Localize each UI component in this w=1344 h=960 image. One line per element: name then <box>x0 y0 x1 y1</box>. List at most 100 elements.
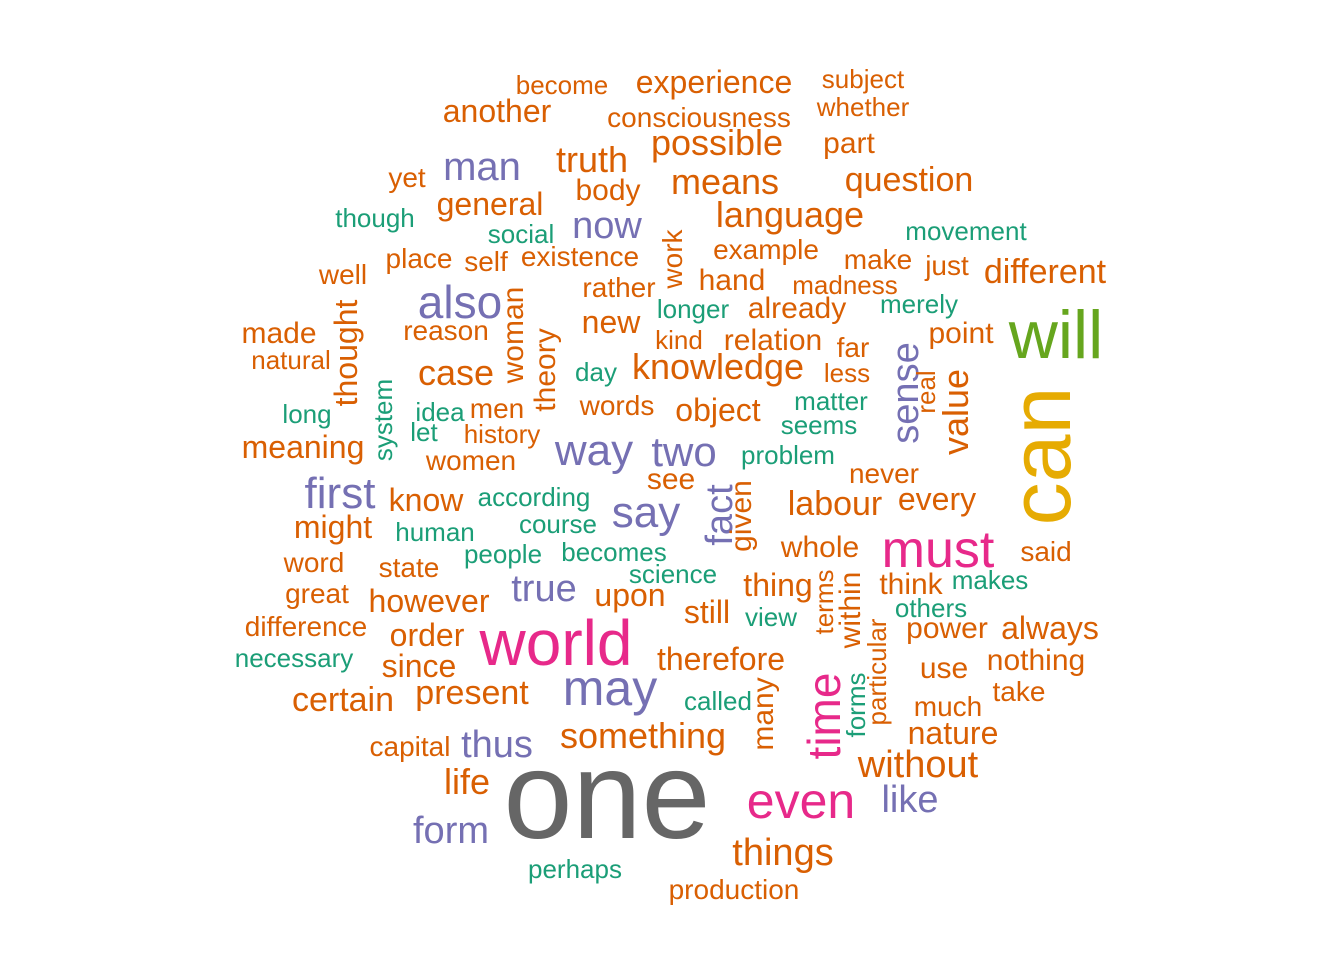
word-upon: upon <box>594 577 665 613</box>
word-history: history <box>464 419 541 449</box>
word-made: made <box>241 317 316 350</box>
word-seems: seems <box>781 410 858 440</box>
word-sense: sense <box>885 342 927 443</box>
word-body: body <box>575 174 640 207</box>
word-language: language <box>716 194 864 235</box>
word-social: social <box>488 219 554 249</box>
word-woman: woman <box>497 287 530 385</box>
word-matter: matter <box>794 386 868 416</box>
word-meaning: meaning <box>242 429 365 465</box>
word-part: part <box>823 127 875 160</box>
word-course: course <box>519 509 597 539</box>
word-work: work <box>657 228 688 289</box>
word-power: power <box>906 612 988 645</box>
word-even: even <box>747 773 855 829</box>
word-will: will <box>1008 297 1103 373</box>
word-know: know <box>389 482 465 518</box>
word-people: people <box>464 539 542 569</box>
word-object: object <box>675 392 761 428</box>
word-madness: madness <box>792 270 898 300</box>
word-kind: kind <box>655 325 703 355</box>
word-therefore: therefore <box>657 641 785 677</box>
word-subject: subject <box>822 64 905 94</box>
word-day: day <box>575 357 617 387</box>
word-system: system <box>368 379 398 461</box>
word-yet: yet <box>388 162 426 193</box>
word-word: word <box>283 547 345 578</box>
word-production: production <box>669 874 800 905</box>
word-let: let <box>410 417 438 447</box>
word-particular: particular <box>862 618 892 725</box>
word-something: something <box>560 715 726 756</box>
word-see: see <box>647 463 695 496</box>
word-different: different <box>984 253 1107 291</box>
word-new: new <box>582 304 642 340</box>
word-science: science <box>629 559 717 589</box>
word-according: according <box>478 482 591 512</box>
word-thought: thought <box>328 300 364 407</box>
word-another: another <box>443 93 552 129</box>
word-example: example <box>713 234 819 265</box>
word-theory: theory <box>529 328 562 411</box>
word-given: given <box>725 480 758 552</box>
word-makes: makes <box>952 565 1029 595</box>
word-forms: forms <box>841 673 871 738</box>
word-man: man <box>443 145 521 189</box>
word-must: must <box>882 521 995 579</box>
word-though: though <box>335 203 415 233</box>
word-possible: possible <box>651 122 783 163</box>
word-idea: idea <box>415 397 465 427</box>
word-however: however <box>369 583 490 619</box>
word-much: much <box>914 691 982 722</box>
word-means: means <box>671 161 779 202</box>
word-difference: difference <box>245 611 367 642</box>
word-case: case <box>418 352 494 393</box>
word-words: words <box>579 390 655 421</box>
word-becomes: becomes <box>561 537 667 567</box>
word-might: might <box>294 509 372 545</box>
word-whether: whether <box>816 92 910 122</box>
word-one: one <box>504 727 711 865</box>
word-problem: problem <box>741 440 835 470</box>
word-make: make <box>844 244 912 275</box>
word-place: place <box>386 243 453 274</box>
word-capital: capital <box>370 731 451 762</box>
word-merely: merely <box>880 289 958 319</box>
word-view: view <box>745 602 797 632</box>
word-whole: whole <box>780 531 859 564</box>
word-rather: rather <box>582 272 655 303</box>
word-already: already <box>748 292 846 325</box>
word-say: say <box>612 488 680 537</box>
word-question: question <box>845 161 974 199</box>
word-nature: nature <box>908 715 999 751</box>
word-within: within <box>834 572 867 650</box>
word-value: value <box>935 369 976 455</box>
word-point: point <box>928 317 994 350</box>
word-true: true <box>511 568 576 610</box>
word-fact: fact <box>699 484 741 546</box>
word-terms: terms <box>809 570 839 635</box>
word-experience: experience <box>636 64 793 100</box>
word-self: self <box>464 246 508 277</box>
word-time: time <box>798 673 850 760</box>
word-reason: reason <box>403 315 489 346</box>
word-first: first <box>305 469 376 518</box>
word-natural: natural <box>251 345 331 375</box>
word-still: still <box>684 594 730 630</box>
word-perhaps: perhaps <box>528 854 622 884</box>
word-life: life <box>444 761 490 802</box>
word-labour: labour <box>788 485 883 523</box>
word-cloud-words: one can will world must even time may also way fir… <box>235 64 1107 905</box>
word-movement: movement <box>905 216 1027 246</box>
word-thus: thus <box>461 724 533 766</box>
word-less: less <box>824 358 870 388</box>
word-order: order <box>390 617 465 653</box>
word-always: always <box>1001 610 1099 646</box>
word-relation: relation <box>724 324 822 357</box>
word-also: also <box>418 276 502 328</box>
word-take: take <box>993 676 1046 707</box>
word-present: present <box>415 674 529 712</box>
word-since: since <box>382 648 457 684</box>
word-human: human <box>395 517 475 547</box>
